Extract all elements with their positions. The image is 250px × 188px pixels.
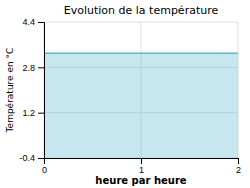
y-tick-mark: [38, 22, 44, 23]
x-axis: 0 1 2: [42, 158, 241, 175]
x-tick-label: 2: [236, 165, 241, 175]
y-tick: 2.8: [22, 63, 44, 73]
y-tick-label: -0.4: [19, 153, 35, 163]
y-tick-label: 2.8: [22, 63, 35, 73]
y-axis-line: [38, 23, 45, 159]
line: [44, 52, 238, 54]
x-tick-label: 0: [42, 165, 47, 175]
x-axis-title: heure par heure: [95, 175, 186, 186]
marks: [44, 53, 238, 158]
y-tick-label: 4.4: [22, 17, 35, 27]
grid-line-y: [44, 22, 238, 23]
x-tick: 1: [139, 158, 144, 175]
y-tick-mark: [38, 158, 44, 159]
y-tick-label: 1.2: [22, 108, 35, 118]
x-tick-mark: [238, 158, 239, 164]
area: [44, 53, 238, 158]
chart: 0 1 2 -0.4 1.2 2.8 4.4 Evolution de la températ…: [0, 0, 250, 188]
x-tick: 2: [236, 158, 241, 175]
y-axis: -0.4 1.2 2.8 4.4: [19, 17, 44, 163]
y-axis-title: Température en °C: [5, 48, 15, 134]
y-tick-mark: [38, 113, 44, 114]
x-axis-line: [45, 159, 239, 165]
x-tick-label: 1: [139, 165, 144, 175]
x-tick-mark: [141, 158, 142, 164]
y-tick: -0.4: [19, 153, 44, 163]
y-tick: 1.2: [22, 108, 44, 118]
plot: 0 1 2 -0.4 1.2 2.8 4.4: [19, 17, 241, 175]
y-tick: 4.4: [22, 17, 44, 27]
title: Evolution de la température: [64, 4, 219, 17]
y-tick-mark: [38, 67, 44, 68]
x-tick: 0: [42, 158, 47, 175]
grid: [44, 22, 238, 158]
